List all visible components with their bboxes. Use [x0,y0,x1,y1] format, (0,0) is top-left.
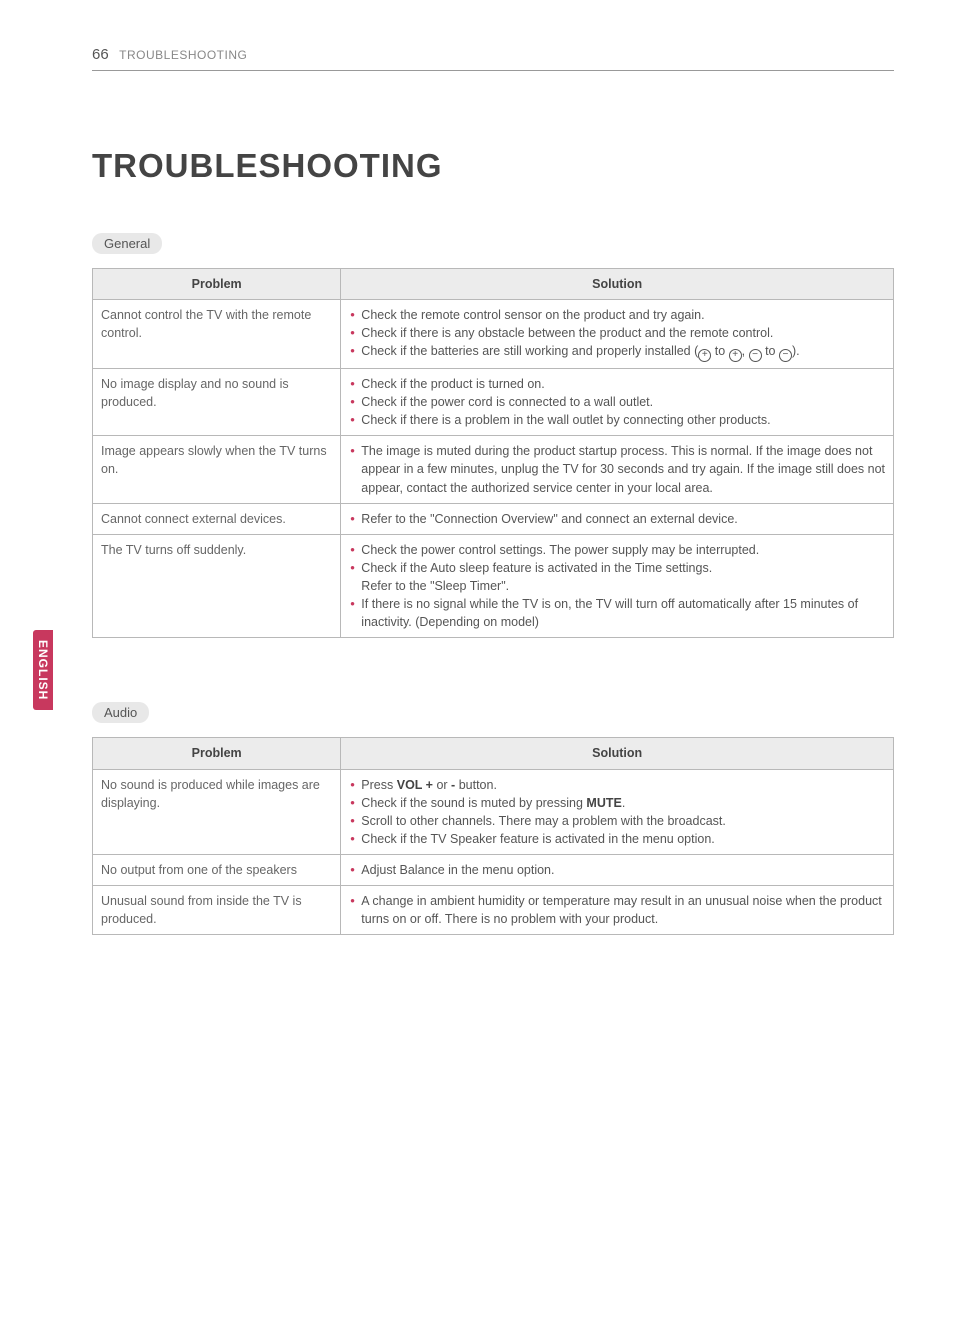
problem-cell: Cannot control the TV with the remote co… [93,300,341,369]
solution-item: Check if the power cord is connected to … [349,393,885,411]
solution-cell: A change in ambient humidity or temperat… [341,886,894,935]
solution-cell: Check if the product is turned on.Check … [341,368,894,435]
page-section-label: TROUBLESHOOTING [119,48,247,62]
problem-cell: Image appears slowly when the TV turns o… [93,436,341,503]
problem-cell: No image display and no sound is produce… [93,368,341,435]
solution-cell: Check the power control settings. The po… [341,534,894,638]
page-title: TROUBLESHOOTING [92,147,894,185]
solution-item: Check the remote control sensor on the p… [349,306,885,324]
solution-item: The image is muted during the product st… [349,442,885,496]
problem-cell: The TV turns off suddenly. [93,534,341,638]
problem-cell: Unusual sound from inside the TV is prod… [93,886,341,935]
solution-item: Check if there is any obstacle between t… [349,324,885,342]
section-pill: General [92,233,162,254]
solution-item: If there is no signal while the TV is on… [349,595,885,631]
solution-item: Check if the batteries are still working… [349,342,885,362]
page-header: 66 TROUBLESHOOTING [92,46,894,71]
table-row: No sound is produced while images are di… [93,769,894,855]
solution-item: Check the power control settings. The po… [349,541,885,559]
problem-cell: Cannot connect external devices. [93,503,341,534]
table-row: No output from one of the speakers Adjust… [93,855,894,886]
solution-cell: Adjust Balance in the menu option. [341,855,894,886]
table-row: Cannot control the TV with the remote co… [93,300,894,369]
table-row: The TV turns off suddenly. Check the powe… [93,534,894,638]
solution-cell: Check the remote control sensor on the p… [341,300,894,369]
solution-cell: Refer to the "Connection Overview" and c… [341,503,894,534]
column-header: Solution [341,738,894,769]
solution-item: Scroll to other channels. There may a pr… [349,812,885,830]
solution-item: Refer to the "Connection Overview" and c… [349,510,885,528]
troubleshooting-table: ProblemSolutionNo sound is produced whil… [92,737,894,935]
column-header: Solution [341,269,894,300]
table-row: Cannot connect external devices. Refer to… [93,503,894,534]
tables-container: GeneralProblemSolutionCannot control the… [92,233,894,935]
solution-item: A change in ambient humidity or temperat… [349,892,885,928]
solution-item: Check if there is a problem in the wall … [349,411,885,429]
problem-cell: No sound is produced while images are di… [93,769,341,855]
solution-cell: The image is muted during the product st… [341,436,894,503]
language-tab: ENGLISH [33,630,53,710]
solution-item: Press VOL + or - button. [349,776,885,794]
solution-item: Check if the TV Speaker feature is activ… [349,830,885,848]
solution-item: Adjust Balance in the menu option. [349,861,885,879]
table-row: Image appears slowly when the TV turns o… [93,436,894,503]
solution-item: Check if the product is turned on. [349,375,885,393]
troubleshooting-table: ProblemSolutionCannot control the TV wit… [92,268,894,638]
column-header: Problem [93,738,341,769]
table-row: Unusual sound from inside the TV is prod… [93,886,894,935]
section-pill: Audio [92,702,149,723]
column-header: Problem [93,269,341,300]
solution-item: Check if the sound is muted by pressing … [349,794,885,812]
solution-cell: Press VOL + or - button.Check if the sou… [341,769,894,855]
table-row: No image display and no sound is produce… [93,368,894,435]
solution-item: Check if the Auto sleep feature is activ… [349,559,885,595]
page-number: 66 [92,46,109,63]
problem-cell: No output from one of the speakers [93,855,341,886]
